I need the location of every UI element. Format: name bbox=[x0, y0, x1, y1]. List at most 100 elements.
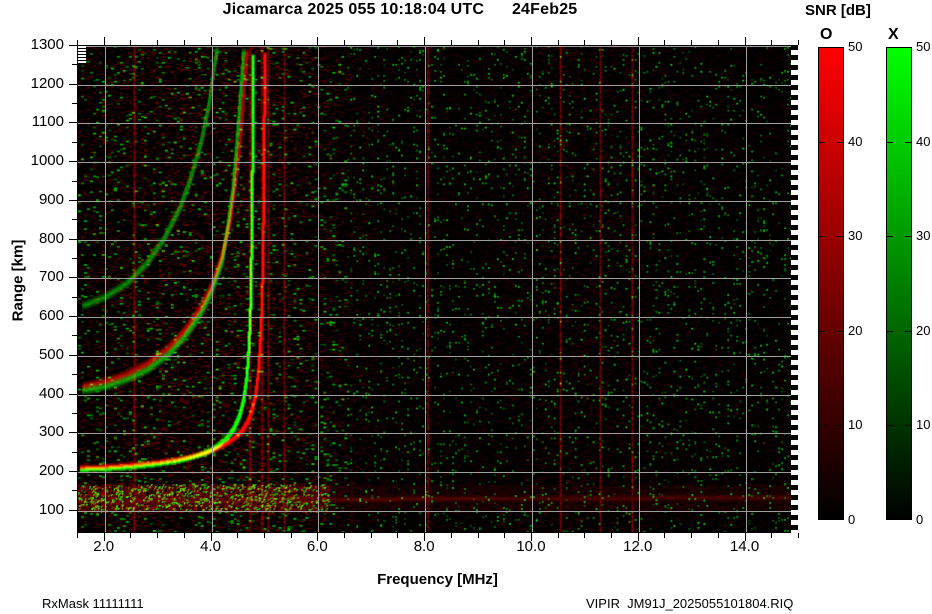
colorbar-o-tick bbox=[837, 425, 844, 426]
x-tick-bottom bbox=[717, 533, 719, 538]
x-tick-bottom bbox=[664, 533, 666, 538]
colorbar-x-tick-label: 50 bbox=[916, 39, 931, 54]
gridline-horizontal bbox=[78, 472, 797, 473]
gridline-vertical bbox=[425, 46, 426, 532]
colorbar-x-tick-label: 20 bbox=[916, 323, 931, 338]
x-tick-label: 2.0 bbox=[93, 538, 115, 555]
gridline-horizontal bbox=[78, 240, 797, 241]
x-tick-bottom bbox=[744, 533, 746, 541]
x-tick-top bbox=[103, 37, 105, 45]
x-tick-bottom bbox=[103, 533, 105, 541]
x-tick-bottom bbox=[424, 533, 426, 541]
colorbar-x-tick-label: 30 bbox=[916, 228, 931, 243]
x-tick-top bbox=[397, 40, 399, 45]
x-tick-bottom bbox=[370, 533, 372, 538]
x-tick-bottom bbox=[157, 533, 159, 538]
x-tick-bottom bbox=[210, 533, 212, 541]
x-tick-label: 14.0 bbox=[729, 538, 760, 555]
colorbar-o-tick bbox=[837, 142, 844, 143]
y-tick-label: 1300 bbox=[30, 36, 64, 53]
gridline-vertical bbox=[746, 46, 747, 532]
x-tick-top bbox=[424, 37, 426, 45]
colorbar-x-tick bbox=[905, 142, 912, 143]
y-tick-left bbox=[69, 393, 77, 395]
gridline-horizontal bbox=[78, 395, 797, 396]
colorbar-x-tick bbox=[886, 142, 893, 143]
colorbar-o-tick-label: 40 bbox=[848, 134, 863, 149]
y-tick-left bbox=[69, 432, 77, 434]
x-tick-bottom bbox=[611, 533, 613, 538]
x-tick-top bbox=[210, 37, 212, 45]
gridline-vertical bbox=[532, 46, 533, 532]
colorbar-x-tick-label: 0 bbox=[916, 512, 924, 527]
colorbar-o-gradient[interactable] bbox=[818, 47, 844, 520]
y-tick-label: 1000 bbox=[30, 152, 64, 170]
gridline-horizontal bbox=[78, 278, 797, 279]
y-tick-label: 500 bbox=[38, 345, 64, 363]
x-tick-bottom bbox=[691, 533, 693, 538]
x-tick-bottom bbox=[798, 533, 799, 538]
x-tick-bottom bbox=[771, 533, 773, 538]
colorbar-x-gradient[interactable] bbox=[886, 47, 912, 520]
y-tick-left bbox=[72, 374, 77, 376]
x-tick-top bbox=[183, 40, 185, 45]
y-tick-left bbox=[69, 277, 77, 279]
colorbar-o-tick-label: 0 bbox=[848, 512, 856, 527]
colorbar-o-tick bbox=[837, 236, 844, 237]
x-tick-top bbox=[77, 40, 78, 45]
x-tick-bottom bbox=[450, 533, 452, 538]
x-tick-bottom bbox=[130, 533, 132, 538]
x-tick-top bbox=[611, 40, 613, 45]
x-tick-top bbox=[664, 40, 666, 45]
gridline-horizontal bbox=[78, 433, 797, 434]
x-tick-top bbox=[450, 40, 452, 45]
ionogram-canvas[interactable] bbox=[78, 46, 797, 532]
x-tick-top bbox=[237, 40, 239, 45]
y-tick-left bbox=[72, 451, 77, 453]
x-tick-top bbox=[530, 37, 532, 45]
gridline-horizontal bbox=[78, 317, 797, 318]
ionogram-plot[interactable] bbox=[77, 45, 798, 533]
y-tick-left bbox=[69, 161, 77, 163]
y-tick-left bbox=[72, 180, 77, 182]
y-tick-left bbox=[72, 103, 77, 105]
gridline-vertical bbox=[318, 46, 319, 532]
y-tick-left bbox=[69, 471, 77, 473]
y-tick-left bbox=[69, 316, 77, 318]
y-tick-left bbox=[72, 412, 77, 414]
gridline-vertical bbox=[639, 46, 640, 532]
x-tick-top bbox=[504, 40, 506, 45]
x-axis-title: Frequency [MHz] bbox=[377, 571, 498, 588]
colorbar-title: SNR [dB] bbox=[805, 2, 871, 19]
x-tick-bottom bbox=[477, 533, 479, 538]
y-tick-left bbox=[69, 509, 77, 511]
y-tick-left bbox=[69, 83, 77, 85]
colorbar-o-tick bbox=[837, 331, 844, 332]
colorbar-o-label: O bbox=[820, 26, 833, 43]
x-tick-top bbox=[584, 40, 586, 45]
x-tick-bottom bbox=[584, 533, 586, 538]
colorbar-x-tick-label: 40 bbox=[916, 134, 931, 149]
x-tick-top bbox=[370, 40, 372, 45]
x-tick-top bbox=[744, 37, 746, 45]
colorbar-o-tick bbox=[818, 142, 825, 143]
x-tick-top bbox=[717, 40, 719, 45]
y-tick-left bbox=[69, 238, 77, 240]
x-tick-top bbox=[691, 40, 693, 45]
x-tick-label: 6.0 bbox=[306, 538, 328, 555]
gridline-horizontal bbox=[78, 511, 797, 512]
gridline-horizontal bbox=[78, 85, 797, 86]
x-tick-top bbox=[344, 40, 346, 45]
x-tick-bottom bbox=[290, 533, 292, 538]
x-tick-bottom bbox=[637, 533, 639, 541]
right-axis-dashes bbox=[791, 45, 798, 533]
x-tick-label: 10.0 bbox=[516, 538, 546, 555]
x-tick-top bbox=[157, 40, 159, 45]
y-tick-left bbox=[72, 335, 77, 337]
y-tick-label: 1200 bbox=[30, 74, 64, 92]
y-tick-left bbox=[72, 141, 77, 143]
x-tick-top bbox=[637, 37, 639, 45]
x-tick-top bbox=[130, 40, 132, 45]
y-tick-left bbox=[72, 219, 77, 221]
